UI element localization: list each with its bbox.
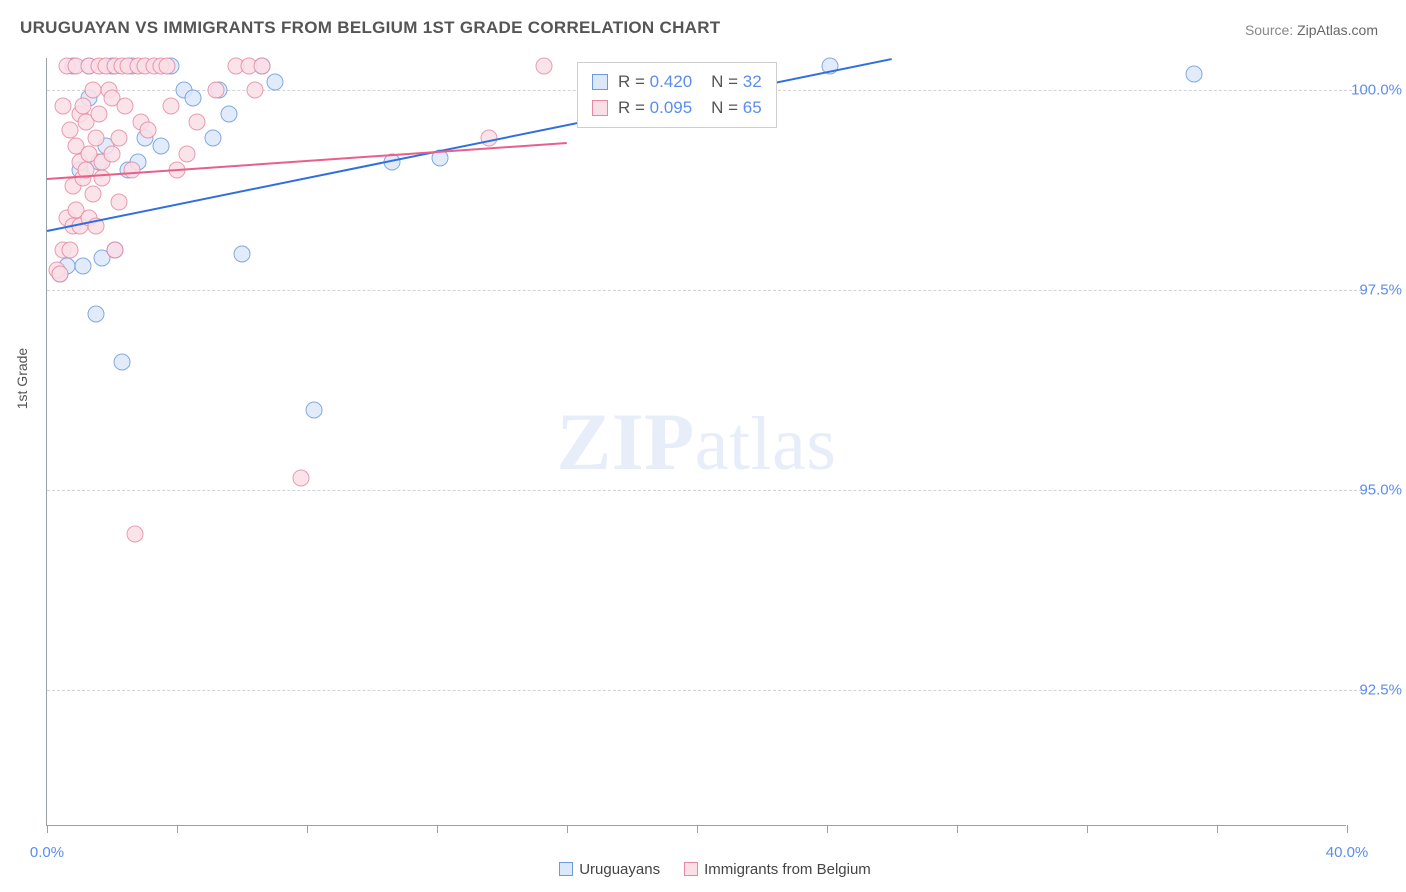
scatter-point (87, 130, 104, 147)
scatter-point (188, 114, 205, 131)
y-tick-label: 92.5% (1359, 682, 1402, 699)
chart-title: URUGUAYAN VS IMMIGRANTS FROM BELGIUM 1ST… (20, 18, 720, 38)
stat-n-label: N = (711, 72, 743, 91)
legend-label: Uruguayans (579, 861, 660, 878)
scatter-point (162, 98, 179, 115)
legend-label: Immigrants from Belgium (704, 861, 871, 878)
y-tick-label: 100.0% (1351, 82, 1402, 99)
legend: Uruguayans Immigrants from Belgium (0, 861, 1406, 878)
x-tick (177, 825, 178, 833)
scatter-point (61, 242, 78, 259)
scatter-point (253, 58, 270, 75)
x-tick (827, 825, 828, 833)
watermark-zip: ZIP (557, 396, 695, 487)
source-value: ZipAtlas.com (1297, 22, 1378, 38)
swatch-icon (592, 100, 608, 116)
stats-row: R = 0.420 N = 32 (592, 69, 762, 95)
scatter-point (178, 146, 195, 163)
stat-n-value: 32 (743, 72, 762, 91)
stat-n-value: 65 (743, 98, 762, 117)
watermark: ZIPatlas (557, 395, 837, 489)
scatter-point (266, 74, 283, 91)
source-label: Source: (1245, 22, 1297, 38)
scatter-point (152, 138, 169, 155)
scatter-point (110, 130, 127, 147)
scatter-point (91, 106, 108, 123)
scatter-point (113, 354, 130, 371)
scatter-point (87, 306, 104, 323)
x-tick (697, 825, 698, 833)
y-tick-label: 95.0% (1359, 482, 1402, 499)
x-tick (437, 825, 438, 833)
y-tick-label: 97.5% (1359, 282, 1402, 299)
scatter-point (52, 266, 69, 283)
x-tick-label: 40.0% (1326, 844, 1369, 861)
legend-swatch-icon (684, 862, 698, 876)
scatter-point (74, 98, 91, 115)
scatter-point (110, 194, 127, 211)
scatter-point (536, 58, 553, 75)
stat-n-label: N = (711, 98, 743, 117)
x-tick (1217, 825, 1218, 833)
x-tick (307, 825, 308, 833)
scatter-point (305, 402, 322, 419)
scatter-point (159, 58, 176, 75)
x-tick (47, 825, 48, 833)
gridline-h (47, 690, 1367, 691)
swatch-icon (592, 74, 608, 90)
scatter-point (104, 146, 121, 163)
scatter-point (107, 242, 124, 259)
stats-row: R = 0.095 N = 65 (592, 95, 762, 121)
stat-r-label: R = (618, 98, 650, 117)
scatter-point (84, 186, 101, 203)
watermark-atlas: atlas (695, 402, 837, 486)
legend-swatch-icon (559, 862, 573, 876)
y-axis-label: 1st Grade (14, 348, 30, 409)
scatter-point (126, 526, 143, 543)
scatter-point (117, 98, 134, 115)
scatter-point (84, 82, 101, 99)
scatter-point (61, 122, 78, 139)
scatter-point (204, 130, 221, 147)
scatter-point (185, 90, 202, 107)
x-tick (567, 825, 568, 833)
scatter-point (94, 170, 111, 187)
chart-source: Source: ZipAtlas.com (1245, 22, 1378, 38)
scatter-point (1186, 66, 1203, 83)
scatter-point (208, 82, 225, 99)
scatter-point (234, 246, 251, 263)
scatter-point (292, 470, 309, 487)
scatter-point (139, 122, 156, 139)
scatter-point (123, 162, 140, 179)
scatter-point (55, 98, 72, 115)
x-tick (1087, 825, 1088, 833)
stats-box: R = 0.420 N = 32R = 0.095 N = 65 (577, 62, 777, 128)
scatter-point (221, 106, 238, 123)
chart-plot-area: ZIPatlas 92.5%95.0%97.5%100.0%0.0%40.0%R… (46, 58, 1346, 826)
gridline-h (47, 290, 1367, 291)
stat-r-value: 0.420 (650, 72, 693, 91)
x-tick (1347, 825, 1348, 833)
stat-r-label: R = (618, 72, 650, 91)
scatter-point (74, 258, 91, 275)
x-tick (957, 825, 958, 833)
scatter-point (247, 82, 264, 99)
stat-r-value: 0.095 (650, 98, 693, 117)
gridline-h (47, 490, 1367, 491)
x-tick-label: 0.0% (30, 844, 64, 861)
